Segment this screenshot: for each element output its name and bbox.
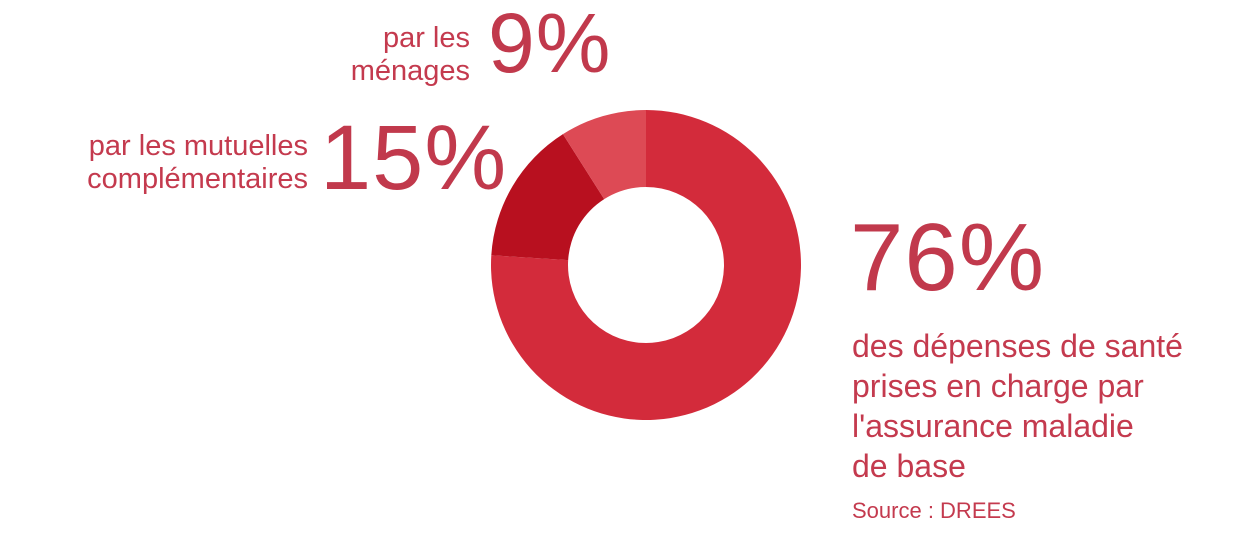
label-mutuelles-text: par les mutuelles complémentaires [87,130,308,195]
label-menages-value: 9% [488,0,612,90]
label-assurance-text: des dépenses de santé prises en charge p… [852,328,1183,484]
slice-mutuelles [491,134,605,261]
label-mutuelles-value: 15% [320,107,508,209]
slice-menages [562,110,646,200]
source-note: Source : DREES [852,498,1016,523]
label-assurance-value: 76% [850,204,1046,311]
label-menages-text: par les ménages [350,22,470,87]
slice-assurance [491,110,802,420]
